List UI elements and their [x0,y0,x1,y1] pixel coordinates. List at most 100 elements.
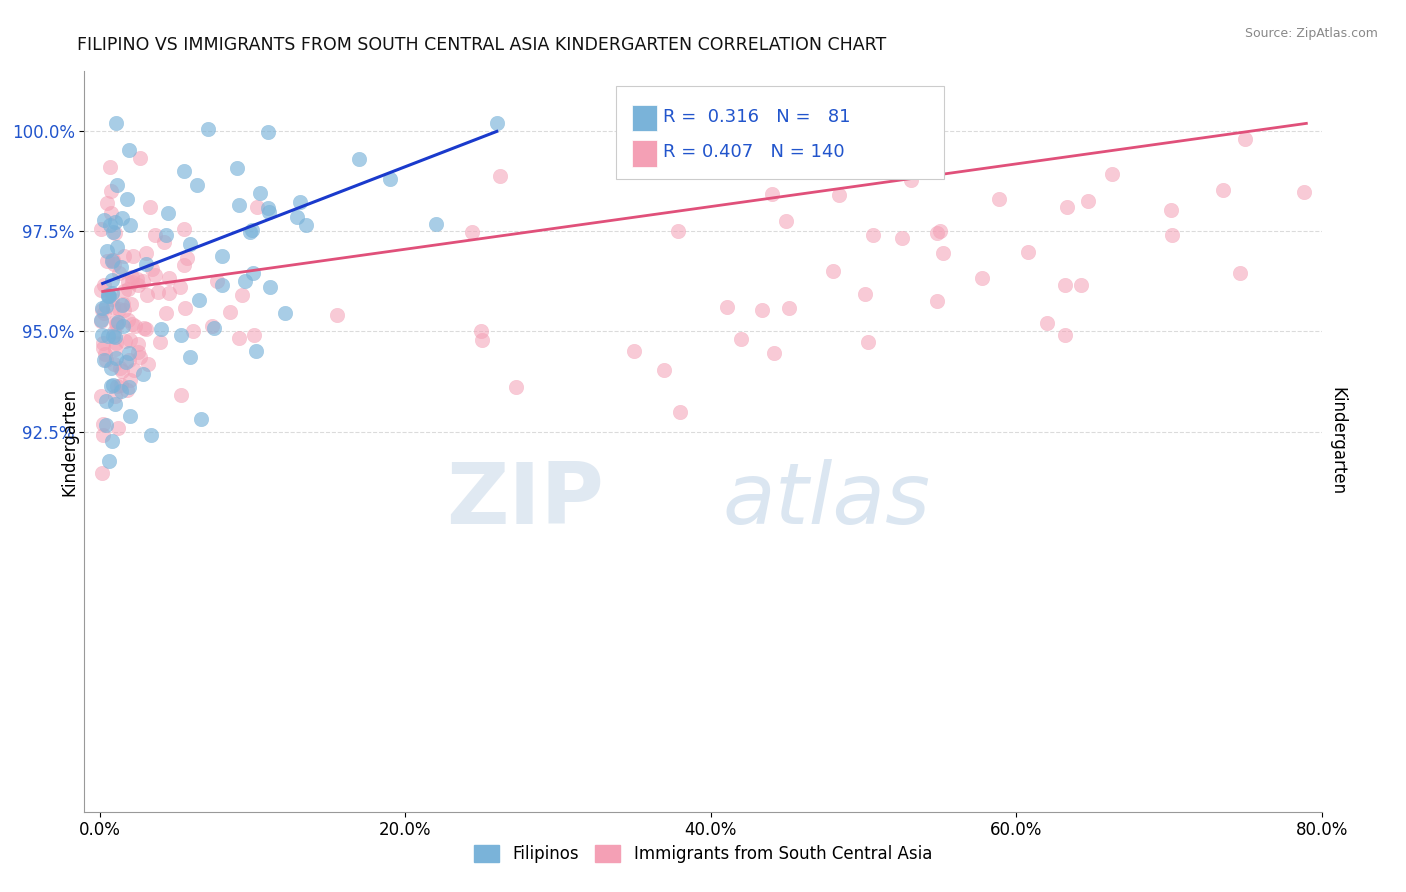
Point [101,253,124,268]
Point [105,335,128,350]
Text: R =  0.316   N =   81: R = 0.316 N = 81 [664,108,851,126]
Point [149,322,172,336]
Point [470,325,492,339]
Point [105,240,128,254]
Point [110,378,132,392]
Point [127,336,149,351]
Point [105,317,128,331]
Point [173,163,195,178]
Point [118,143,141,157]
Point [124,363,146,377]
Point [104,343,127,357]
Point [242,266,264,280]
Point [97,288,120,302]
Point [103,257,125,271]
Point [105,178,128,193]
Point [108,266,131,280]
Point [132,367,155,381]
Point [111,211,134,226]
Point [156,206,179,220]
Point [928,224,950,238]
Point [127,345,149,359]
Point [118,219,141,233]
Point [900,173,922,187]
Point [93,428,115,442]
Point [104,116,127,130]
Point [118,346,141,360]
Point [104,314,127,328]
Point [228,198,250,212]
Point [103,326,125,340]
Point [862,227,884,242]
Point [111,318,134,333]
Point [143,268,166,283]
Point [249,186,271,200]
Point [91,341,114,355]
Point [135,246,157,260]
Point [100,360,122,375]
Point [120,297,142,311]
Point [117,275,139,289]
Point [155,228,177,243]
Point [821,264,844,278]
Point [471,333,494,347]
Point [1292,186,1315,200]
Point [425,217,447,231]
Point [90,313,112,327]
Point [775,213,797,227]
Point [1161,227,1184,242]
Point [821,138,844,153]
Point [235,274,257,288]
Point [259,280,281,294]
Point [122,249,145,263]
Point [91,335,114,350]
Point [1234,132,1257,146]
Point [1017,244,1039,259]
Point [104,215,127,229]
Point [988,192,1011,206]
Point [120,333,142,347]
Point [118,352,141,367]
Point [121,317,143,331]
Point [828,188,851,202]
Y-axis label: Kindergarten: Kindergarten [60,387,79,496]
Point [94,393,117,408]
Point [139,427,162,442]
Point [91,301,114,315]
Point [90,314,112,328]
Point [226,161,249,176]
Point [103,300,125,314]
Point [257,125,280,139]
Point [157,271,180,285]
Point [90,328,112,343]
Point [228,331,250,345]
Point [274,306,297,320]
Point [190,412,212,426]
Point [112,303,135,318]
Point [129,350,152,364]
Point [112,249,135,263]
Point [927,226,949,240]
Y-axis label: Kindergarten: Kindergarten [1329,387,1347,496]
Point [197,122,219,136]
Text: FILIPINO VS IMMIGRANTS FROM SOUTH CENTRAL ASIA KINDERGARTEN CORRELATION CHART: FILIPINO VS IMMIGRANTS FROM SOUTH CENTRA… [77,36,887,54]
Point [149,334,172,349]
Point [100,161,122,175]
Point [157,285,180,300]
Point [1053,328,1076,343]
Point [1101,167,1123,181]
Point [103,357,125,371]
Point [669,404,692,418]
Point [101,434,124,449]
Point [112,297,135,311]
Point [100,379,122,393]
Point [169,280,191,294]
Point [1212,183,1234,197]
Point [100,185,122,199]
Point [112,284,135,298]
Point [485,116,508,130]
Point [489,169,512,183]
Point [124,318,146,333]
Point [141,262,163,277]
Point [105,317,128,331]
